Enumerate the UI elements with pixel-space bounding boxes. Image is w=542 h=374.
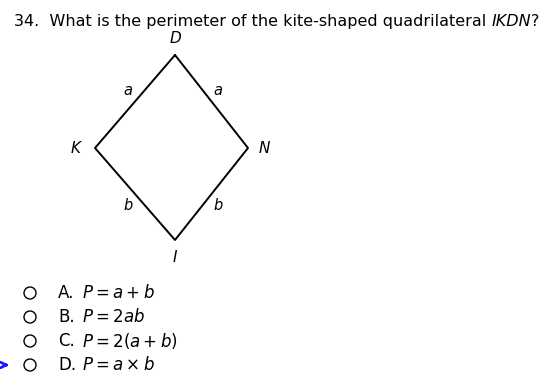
Text: a: a bbox=[214, 83, 223, 98]
Text: D: D bbox=[169, 31, 181, 46]
Text: 34.  What is the perimeter of the kite-shaped quadrilateral: 34. What is the perimeter of the kite-sh… bbox=[14, 14, 492, 29]
Text: b: b bbox=[124, 197, 133, 212]
Text: a: a bbox=[124, 83, 132, 98]
Text: C.: C. bbox=[58, 332, 75, 350]
Text: $P = 2(a + b)$: $P = 2(a + b)$ bbox=[82, 331, 178, 351]
Text: N: N bbox=[259, 141, 270, 156]
Text: b: b bbox=[214, 197, 223, 212]
Text: D.: D. bbox=[58, 356, 76, 374]
Text: K: K bbox=[71, 141, 81, 156]
Text: $P = a \times b$: $P = a \times b$ bbox=[82, 356, 155, 374]
Text: $P = 2ab$: $P = 2ab$ bbox=[82, 308, 145, 326]
Text: IKDN: IKDN bbox=[492, 14, 531, 29]
Text: A.: A. bbox=[58, 284, 74, 302]
Text: B.: B. bbox=[58, 308, 75, 326]
Text: ?: ? bbox=[531, 14, 539, 29]
Text: I: I bbox=[173, 251, 177, 266]
Text: $P = a + b$: $P = a + b$ bbox=[82, 284, 155, 302]
